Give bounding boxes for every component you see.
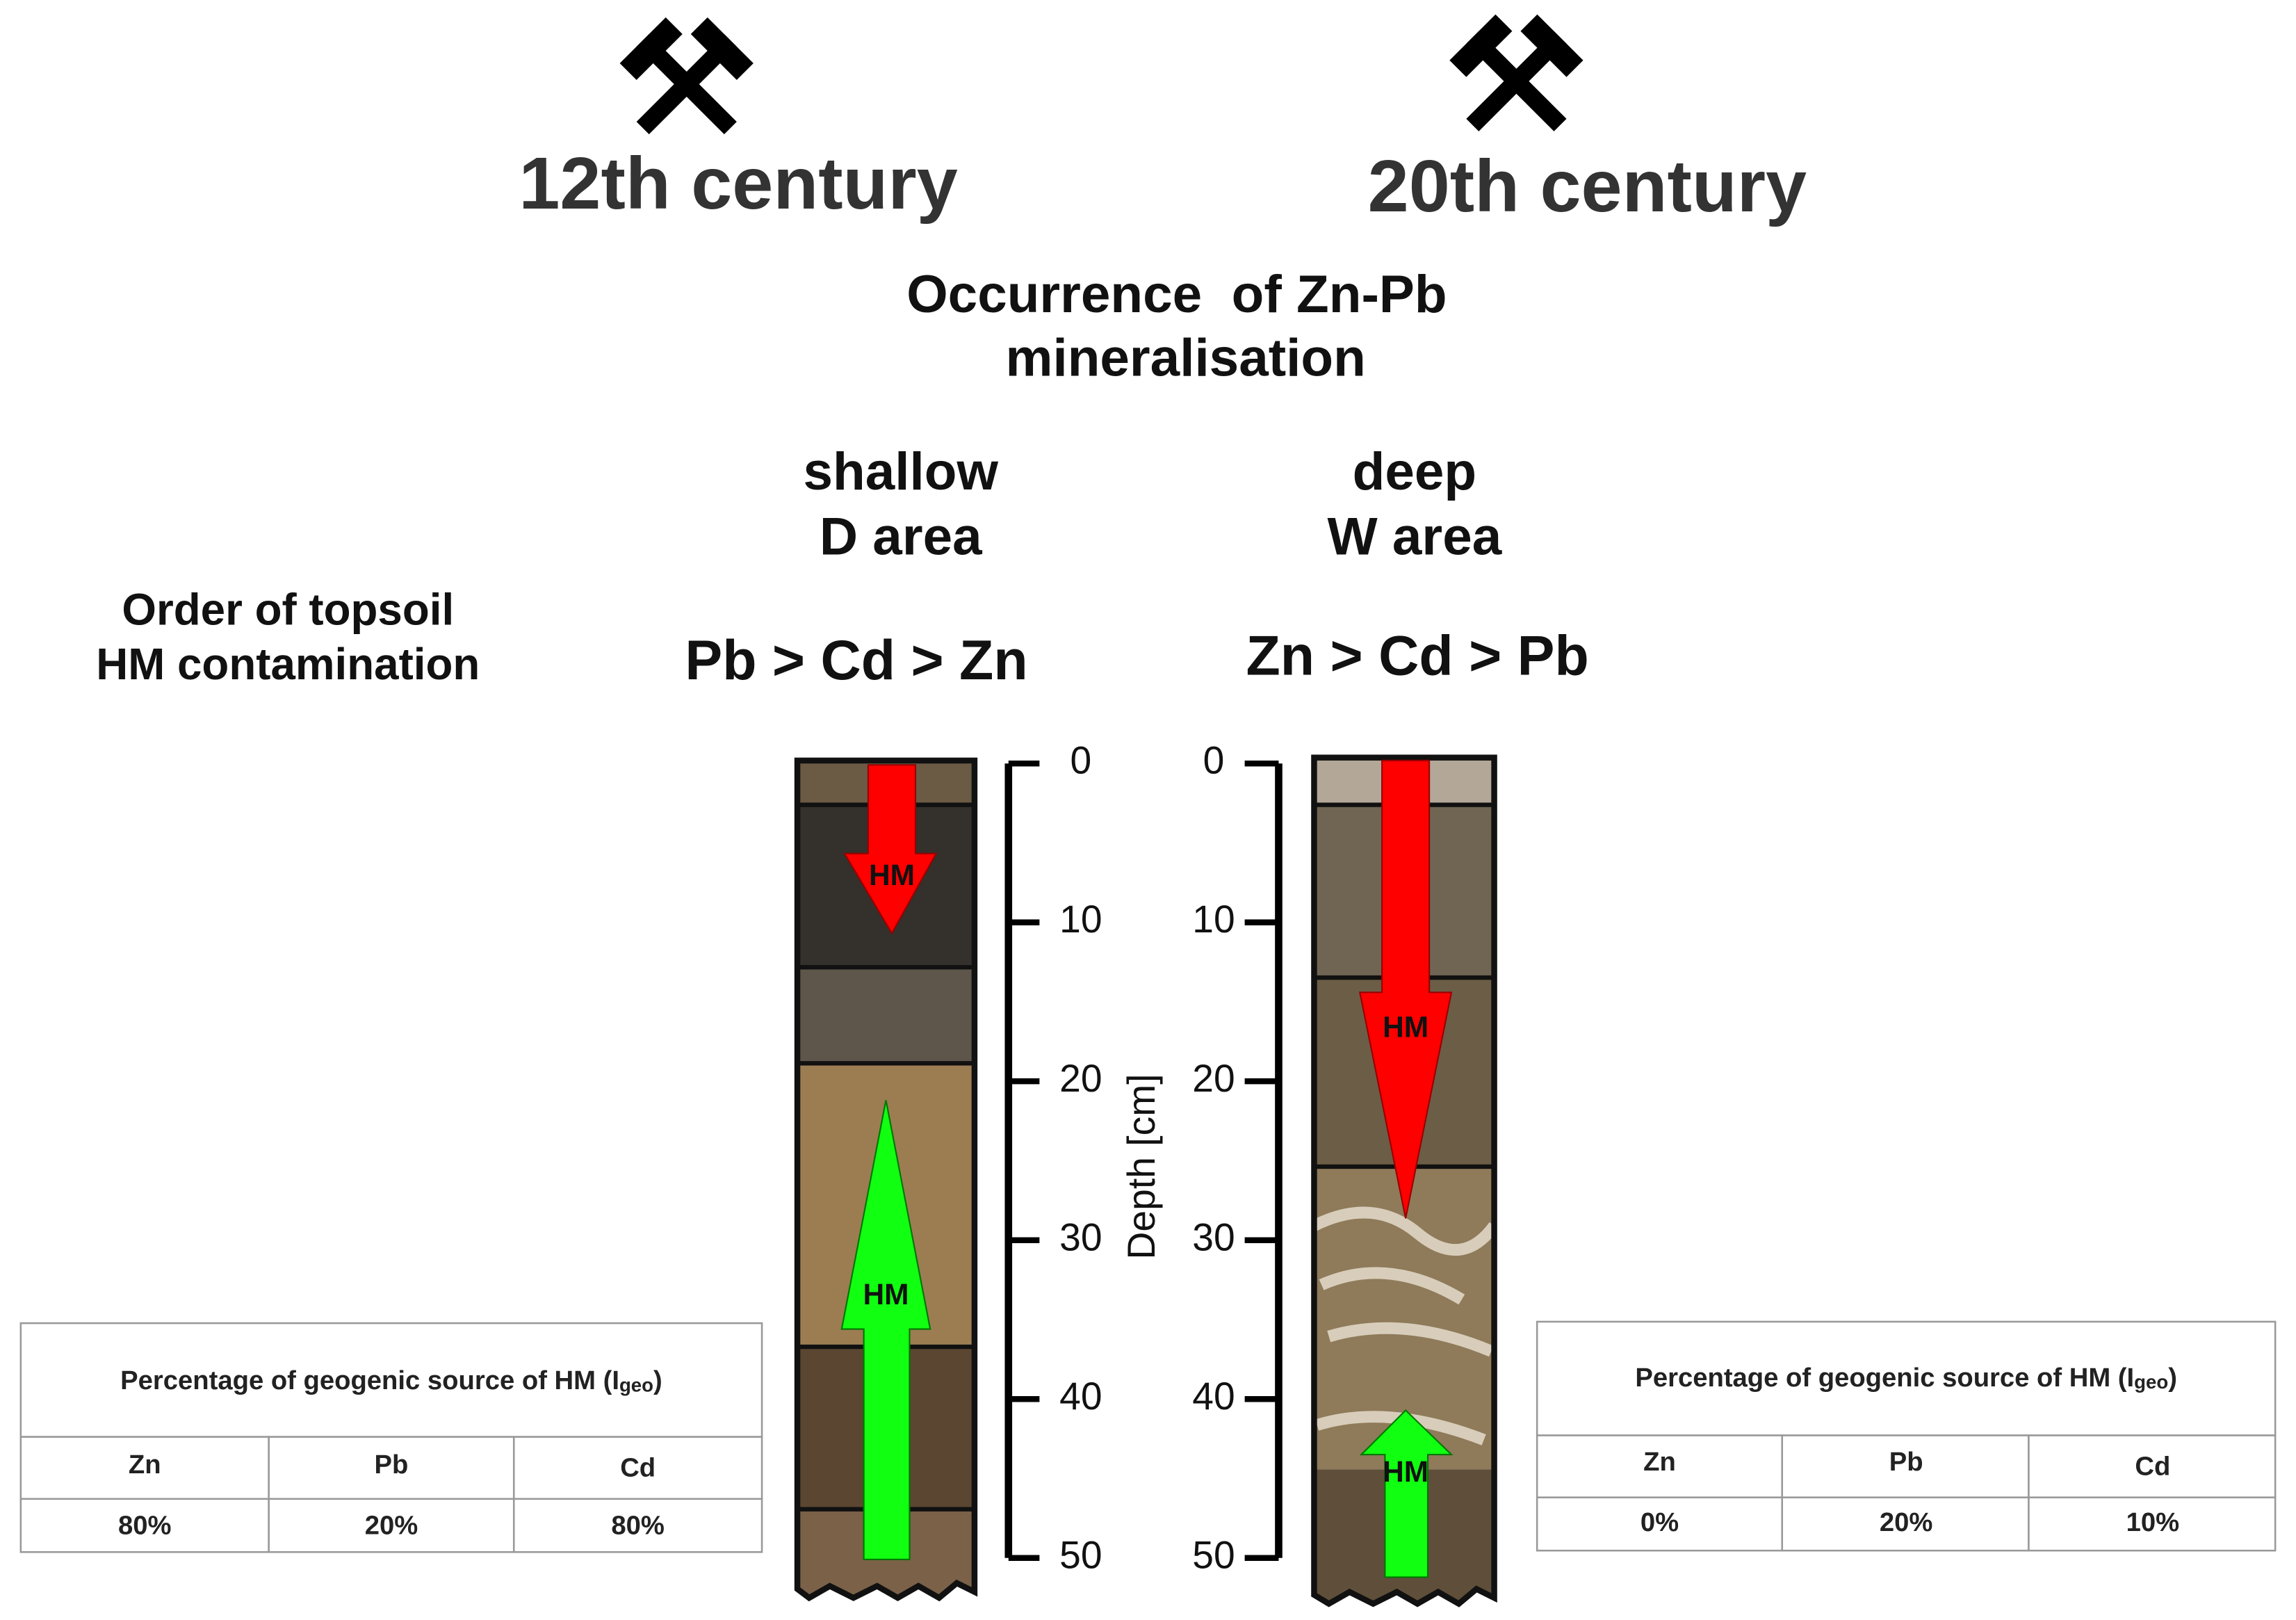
area-label: deep [1353, 442, 1476, 501]
arrow-label: HM [1383, 1455, 1428, 1488]
tick-label: 50 [1059, 1533, 1102, 1576]
tick-label: 20 [1192, 1057, 1235, 1100]
table-title: Percentage of geogenic source of HM (Ige… [120, 1366, 662, 1396]
contamination-order: Zn > Cd > Pb [1246, 625, 1589, 688]
row-label: HM contamination [96, 639, 480, 689]
column-header: Zn [1643, 1447, 1676, 1477]
table-title: Percentage of geogenic source of HM (Ige… [1635, 1363, 2177, 1393]
arrow-label: HM [1383, 1011, 1428, 1044]
tick-label: 40 [1059, 1375, 1102, 1418]
tick-label: 10 [1059, 898, 1102, 941]
tick-label: 20 [1059, 1057, 1102, 1100]
subscript: geo [619, 1375, 653, 1396]
axis-title: Depth [cm] [1120, 1074, 1163, 1259]
area-label: shallow [804, 442, 999, 501]
title-part: ) [653, 1366, 662, 1395]
tick-label: 30 [1192, 1215, 1235, 1258]
depth-axes: Depth [cm] 0 0 10 10 20 20 30 30 40 40 50 50 [1004, 739, 1283, 1576]
table-cell: 20% [365, 1510, 418, 1540]
arrow-up [1359, 1409, 1454, 1578]
core-outline [794, 757, 978, 1602]
title-part: Percentage of geogenic source of HM (I [1635, 1363, 2134, 1393]
mining-icon [1449, 14, 1583, 131]
column-header: Pb [1889, 1447, 1923, 1477]
column-header: Pb [375, 1450, 409, 1480]
arrow-up [840, 1100, 931, 1560]
tick-label: 0 [1203, 739, 1225, 782]
mining-icon [619, 17, 754, 135]
title: mineralisation [1005, 329, 1365, 388]
table-cell: 20% [1880, 1507, 1933, 1537]
tick-label: 0 [1070, 739, 1091, 782]
title-part: ) [2168, 1363, 2177, 1393]
arrow-down [843, 764, 938, 935]
column-header: Cd [2135, 1451, 2170, 1481]
arrow-label: HM [869, 859, 915, 891]
century-label: 12th century [519, 142, 957, 225]
table-cell: 80% [118, 1510, 171, 1540]
tick-label: 10 [1192, 898, 1235, 941]
arrow-down [1358, 759, 1453, 1219]
table-cell: 0% [1640, 1507, 1679, 1537]
area-label: D area [820, 508, 982, 567]
title: Occurrence of Zn-Pb [906, 265, 1447, 324]
subscript: geo [2134, 1371, 2168, 1393]
area-label: W area [1328, 508, 1502, 567]
table: Percentage of geogenic source of HM (Ige… [1536, 1320, 2277, 1552]
table-cell: 80% [611, 1510, 664, 1540]
tick-label: 30 [1059, 1215, 1102, 1258]
column-header: Zn [129, 1450, 161, 1480]
title-part: Percentage of geogenic source of HM (I [120, 1366, 619, 1395]
core-outline [1311, 754, 1497, 1607]
contamination-order: Pb > Cd > Zn [685, 629, 1027, 692]
century-label: 20th century [1368, 145, 1807, 227]
table: Percentage of geogenic source of HM (Ige… [19, 1322, 763, 1553]
tick-label: 40 [1192, 1375, 1235, 1418]
column-header: Cd [620, 1452, 656, 1482]
table-cell: 10% [2126, 1507, 2179, 1537]
tick-label: 50 [1192, 1533, 1235, 1576]
arrow-label: HM [863, 1278, 909, 1311]
row-label: Order of topsoil [122, 584, 454, 634]
